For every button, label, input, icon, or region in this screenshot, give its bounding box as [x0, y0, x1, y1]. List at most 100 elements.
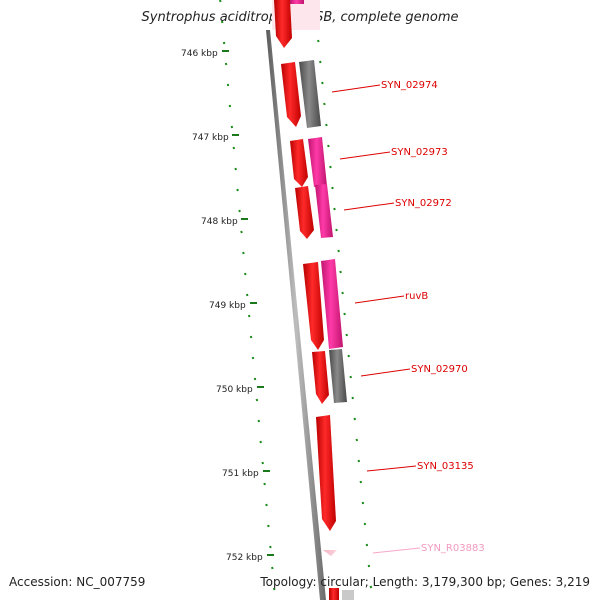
- track-dot: [329, 165, 332, 169]
- track-dot: [349, 375, 352, 379]
- scale-dot: [230, 125, 234, 129]
- label-line-ruvb: [354, 295, 405, 304]
- genome-backbone: [266, 30, 326, 600]
- scale-dot: [255, 398, 259, 402]
- track-dot: [319, 60, 322, 64]
- gene-arrow-syn-02970-partner[interactable]: [329, 349, 347, 403]
- scale-dot: [257, 419, 261, 423]
- gene-label-syn-02972[interactable]: SYN_02972: [395, 198, 452, 209]
- label-line-syn-02973: [339, 151, 391, 160]
- genome-summary: Topology: circular; Length: 3,179,300 bp…: [260, 575, 590, 589]
- scale-dot: [272, 587, 276, 591]
- label-line-syn-02972: [343, 202, 395, 211]
- tick-label-749: 749 kbp: [209, 301, 246, 311]
- tick-label-748: 748 kbp: [201, 217, 238, 227]
- scale-dot: [251, 356, 255, 360]
- tick-label-751: 751 kbp: [222, 469, 259, 479]
- gene-arrow-syn-r03883[interactable]: [323, 550, 337, 556]
- label-line-syn-02974: [331, 84, 381, 93]
- label-line-syn-r03883: [372, 547, 421, 554]
- track-dot: [351, 396, 354, 400]
- scale-tick-labels: 746 kbp 747 kbp 748 kbp 749 kbp 750 kbp …: [181, 49, 263, 563]
- track-dot: [341, 291, 344, 295]
- scale-dot: [236, 188, 239, 192]
- scale-dot: [249, 335, 253, 339]
- gene-arrow-syn-03135[interactable]: [316, 415, 336, 531]
- scale-dot: [247, 314, 251, 318]
- scale-dot: [263, 482, 266, 486]
- scale-dot: [253, 377, 257, 381]
- feature-track-guide: [317, 39, 373, 589]
- track-dot: [345, 333, 348, 337]
- track-dot: [367, 564, 371, 568]
- gene-arrow-bottom-gray[interactable]: [342, 590, 354, 600]
- track-dot: [353, 417, 357, 421]
- gene-features: [274, 0, 354, 600]
- track-dot: [361, 501, 365, 505]
- track-dot: [331, 186, 334, 190]
- scale-dot: [228, 104, 232, 108]
- scale-dot: [226, 83, 230, 87]
- gene-arrow-syn-02974-partner[interactable]: [299, 60, 321, 128]
- scale-dot: [267, 524, 270, 528]
- gene-label-syn-03135[interactable]: SYN_03135: [417, 461, 474, 472]
- gene-label-syn-02970[interactable]: SYN_02970: [411, 364, 468, 375]
- scale-dot: [232, 146, 236, 150]
- scale-track: [219, 0, 276, 591]
- scale-dot: [234, 167, 237, 171]
- scale-dot: [269, 545, 272, 549]
- tick-label-746: 746 kbp: [181, 49, 218, 59]
- gene-label-syn-r03883[interactable]: SYN_R03883: [421, 543, 485, 554]
- gene-label-lines: [331, 84, 421, 554]
- track-dot: [359, 480, 363, 484]
- track-dot: [321, 81, 324, 85]
- track-dot: [357, 459, 361, 463]
- scale-dot: [242, 251, 245, 255]
- gene-arrow-syn-02973[interactable]: [290, 139, 308, 187]
- scale-dot: [220, 20, 224, 24]
- track-dot: [335, 228, 338, 232]
- track-dot: [323, 102, 326, 106]
- track-dot: [337, 249, 340, 253]
- gene-label-syn-02973[interactable]: SYN_02973: [391, 147, 448, 158]
- gene-arrow-syn-02972[interactable]: [295, 186, 314, 239]
- tick-label-752: 752 kbp: [226, 553, 263, 563]
- gene-arrow-syn-02974[interactable]: [281, 62, 301, 127]
- scale-dot: [271, 566, 274, 570]
- gene-arrow-ruvb[interactable]: [303, 262, 324, 350]
- label-line-syn-02970: [360, 368, 411, 377]
- track-dot: [333, 207, 336, 211]
- gene-arrow-ruvb-partner[interactable]: [321, 259, 343, 349]
- track-dot: [365, 543, 369, 547]
- accession-label: Accession: NC_007759: [9, 575, 146, 589]
- scale-dot: [222, 41, 226, 45]
- scale-dot: [238, 209, 241, 213]
- track-dot: [343, 312, 346, 316]
- gene-arrow-top-red[interactable]: [274, 0, 292, 48]
- scale-dot: [240, 230, 243, 234]
- tick-label-750: 750 kbp: [216, 385, 253, 395]
- gene-label-ruvb[interactable]: ruvB: [405, 291, 428, 302]
- gene-arrow-syn-02972-partner[interactable]: [315, 184, 333, 238]
- gene-arrow-syn-02973-partner[interactable]: [308, 137, 327, 187]
- track-dot: [347, 354, 350, 358]
- tick-label-747: 747 kbp: [192, 133, 229, 143]
- scale-dot: [219, 0, 222, 3]
- track-dot: [363, 522, 367, 526]
- label-line-syn-03135: [366, 465, 417, 472]
- track-dot: [339, 270, 342, 274]
- scale-dot: [244, 272, 247, 276]
- scale-dot: [265, 503, 268, 507]
- scale-dot: [245, 293, 249, 297]
- scale-dot: [261, 461, 264, 465]
- gene-labels: SYN_02974 SYN_02973 SYN_02972 ruvB SYN_0…: [381, 80, 485, 554]
- scale-dot: [224, 62, 228, 66]
- gene-arrow-top-pink[interactable]: [290, 0, 304, 4]
- gene-label-syn-02974[interactable]: SYN_02974: [381, 80, 438, 91]
- track-dot: [369, 585, 373, 589]
- gene-arrow-syn-02970[interactable]: [312, 351, 329, 404]
- track-dot: [325, 123, 328, 127]
- track-dot: [327, 144, 330, 148]
- gene-arrow-bottom-red[interactable]: [329, 588, 339, 600]
